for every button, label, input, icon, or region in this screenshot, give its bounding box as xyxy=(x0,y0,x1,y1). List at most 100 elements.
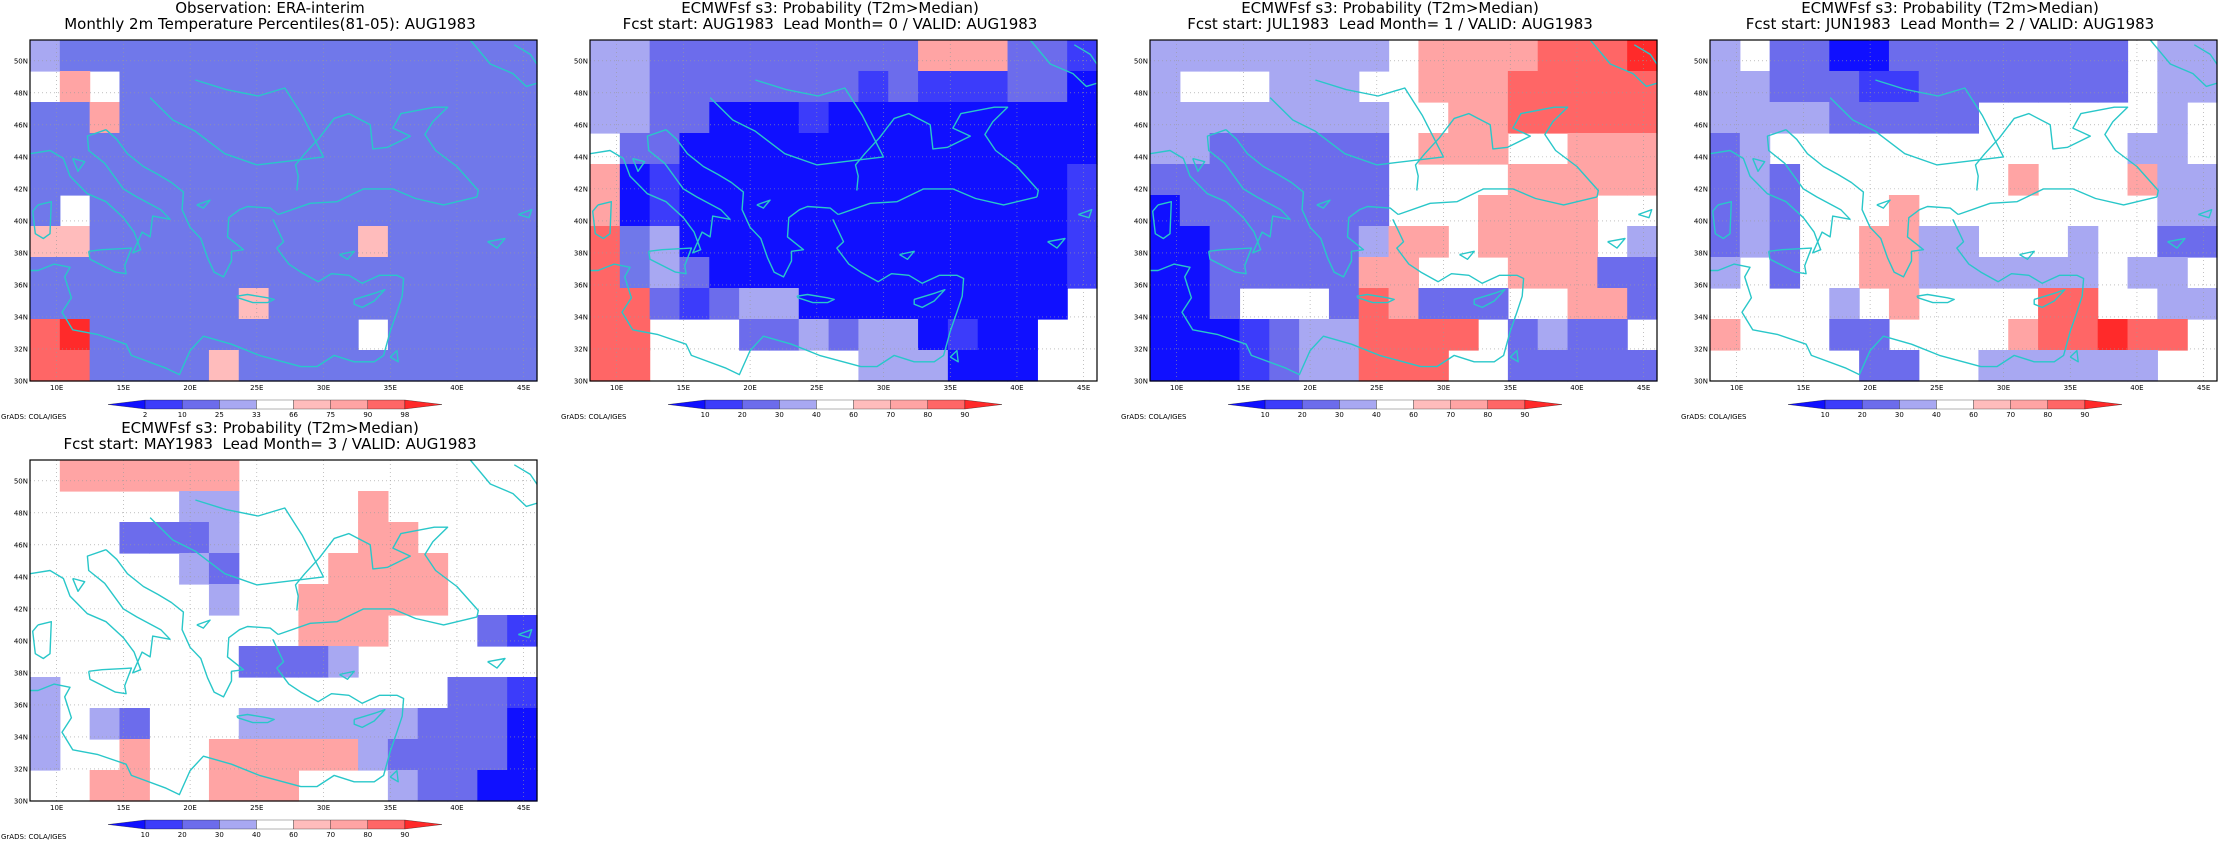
grid-cell xyxy=(1627,102,1658,134)
grid-cell xyxy=(59,460,91,492)
colorbar-label: 60 xyxy=(289,831,298,839)
lon-tick-label: 45E xyxy=(1637,384,1650,392)
grid-cell xyxy=(1328,257,1360,289)
lat-tick-label: 48N xyxy=(1694,89,1708,97)
lat-tick-label: 44N xyxy=(574,153,588,161)
grid-cell xyxy=(208,164,240,196)
grid-cell xyxy=(1537,40,1569,72)
grid-cell xyxy=(1448,40,1479,72)
grid-cell xyxy=(298,350,329,382)
grid-cell xyxy=(1007,350,1038,382)
grid-cell xyxy=(1037,40,1068,72)
grid-cell xyxy=(1448,133,1479,165)
grid-cell xyxy=(888,319,919,351)
grid-cell xyxy=(1627,288,1658,320)
lon-tick-label: 30E xyxy=(877,384,890,392)
grid-cell xyxy=(590,257,621,289)
lat-tick-label: 50N xyxy=(1134,57,1148,65)
grid-cell xyxy=(1150,71,1181,103)
grid-cell xyxy=(149,226,180,258)
grid-cell xyxy=(30,102,61,134)
grid-cell xyxy=(619,102,651,134)
coastline xyxy=(913,289,946,309)
grid-cell xyxy=(417,226,449,258)
grid-cell xyxy=(590,40,621,72)
grid-cell xyxy=(1627,350,1658,382)
grid-cell xyxy=(679,195,710,227)
grid-cell xyxy=(119,350,150,382)
colorbar-swatch xyxy=(704,399,743,410)
grid-cell xyxy=(739,288,770,320)
grid-cell xyxy=(1358,133,1390,165)
colorbar-label: 60 xyxy=(1969,411,1978,419)
coastline xyxy=(277,608,478,636)
grid-cell xyxy=(709,71,740,103)
grid-cell xyxy=(89,164,121,196)
grid-cell xyxy=(709,195,740,227)
lon-tick-label: 30E xyxy=(317,804,330,812)
lat-tick-label: 46N xyxy=(1134,121,1148,129)
probability-map: 30N 32N 34N 36N 38N 40N 42N 44N 46N 48N 50N 10E 15E 2… xyxy=(1134,39,1658,419)
grid-cell xyxy=(208,257,240,289)
lat-tick-label: 50N xyxy=(1694,57,1708,65)
grid-cell xyxy=(328,71,359,103)
grid-cell xyxy=(1597,288,1628,320)
grid-cell xyxy=(1478,71,1509,103)
grid-cell xyxy=(1007,102,1038,134)
lat-tick-label: 36N xyxy=(14,281,28,289)
lat-tick-label: 48N xyxy=(1134,89,1148,97)
grid-cell xyxy=(268,770,300,802)
colorbar-label: 30 xyxy=(1335,411,1344,419)
grid-cell xyxy=(1418,288,1449,320)
grid-cell xyxy=(1710,40,1741,72)
grid-cell xyxy=(119,195,150,227)
lake-outline xyxy=(2069,349,2079,363)
colorbar-swatch xyxy=(1824,399,1863,410)
grid-cell xyxy=(1358,195,1390,227)
grid-cell xyxy=(590,288,621,320)
grid-cell xyxy=(477,288,508,320)
grid-cell xyxy=(1067,133,1098,165)
colorbar-label: 33 xyxy=(252,411,261,419)
grid-cell xyxy=(888,40,919,72)
percentile-map: 30N 32N 34N 36N 38N 40N 42N 44N 46N 48N 50N 10E 15E 2… xyxy=(14,39,538,419)
grid-cell xyxy=(1567,319,1598,351)
grid-cell xyxy=(238,319,270,351)
grid-cell xyxy=(1150,133,1181,165)
grid-cell xyxy=(888,164,919,196)
grid-cell xyxy=(59,40,91,72)
lat-tick-label: 50N xyxy=(574,57,588,65)
grid-cell xyxy=(918,164,949,196)
grid-cell xyxy=(268,102,300,134)
grid-cell xyxy=(1507,195,1539,227)
coastlines xyxy=(1150,40,1657,376)
colorbar-swatch xyxy=(2047,399,2086,410)
coastlines xyxy=(590,40,1097,376)
grid-cell xyxy=(1537,164,1569,196)
lat-tick-label: 34N xyxy=(1134,313,1148,321)
grid-cell xyxy=(387,164,419,196)
lon-tick-label: 30E xyxy=(1997,384,2010,392)
lat-tick-label: 42N xyxy=(1694,185,1708,193)
grid-cell xyxy=(2008,71,2039,103)
grid-cell xyxy=(1179,40,1211,72)
grid-cell xyxy=(2067,71,2099,103)
lake-outline xyxy=(1047,237,1066,249)
grid-cell xyxy=(977,40,1009,72)
grid-cell xyxy=(2127,257,2158,289)
grid-cell xyxy=(1567,102,1598,134)
grid-cell xyxy=(649,71,681,103)
grid-cell xyxy=(1948,257,1980,289)
coastline xyxy=(30,638,405,796)
grid-cell xyxy=(328,133,359,165)
grid-cell xyxy=(619,226,651,258)
grid-cell xyxy=(119,460,150,492)
coastline xyxy=(353,289,386,309)
grid-cell xyxy=(1328,71,1360,103)
lake-outline xyxy=(389,769,399,783)
coastline xyxy=(88,247,133,275)
lat-tick-label: 46N xyxy=(14,121,28,129)
grid-cell xyxy=(298,40,329,72)
lake-outline xyxy=(72,577,86,592)
grid-cell xyxy=(798,40,830,72)
